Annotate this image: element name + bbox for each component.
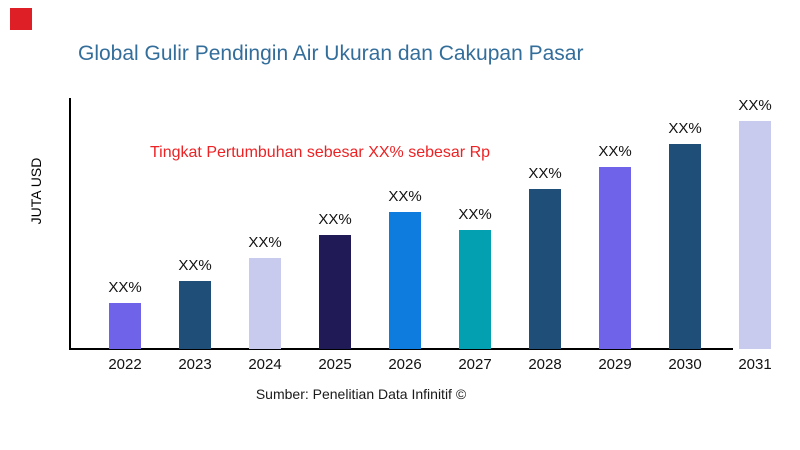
bar-value-label-2028: XX% (528, 165, 562, 182)
bar-2024 (249, 258, 281, 349)
x-tick-2024: 2024 (248, 356, 282, 373)
bar-value-label-2031: XX% (738, 97, 772, 114)
x-tick-2022: 2022 (108, 356, 142, 373)
bar-value-label-2026: XX% (388, 188, 422, 205)
bar-value-label-2022: XX% (108, 279, 142, 296)
bar-value-label-2024: XX% (248, 234, 282, 251)
bar-2026 (389, 212, 421, 349)
y-axis-line (69, 98, 71, 350)
bar-2027 (459, 230, 491, 349)
brand-logo-square (10, 8, 32, 30)
bar-value-label-2023: XX% (178, 257, 212, 274)
bar-2030 (669, 144, 701, 349)
x-tick-2030: 2030 (668, 356, 702, 373)
x-tick-2023: 2023 (178, 356, 212, 373)
x-axis-line (69, 348, 733, 350)
source-attribution: Sumber: Penelitian Data Infinitif © (255, 386, 467, 402)
bar-value-label-2025: XX% (318, 211, 352, 228)
bar-value-label-2027: XX% (458, 206, 492, 223)
growth-rate-annotation: Tingkat Pertumbuhan sebesar XX% sebesar … (150, 144, 491, 161)
x-tick-2027: 2027 (458, 356, 492, 373)
x-tick-2028: 2028 (528, 356, 562, 373)
bar-2025 (319, 235, 351, 349)
x-tick-2025: 2025 (318, 356, 352, 373)
bar-2028 (529, 189, 561, 349)
x-tick-2026: 2026 (388, 356, 422, 373)
x-tick-2031: 2031 (738, 356, 772, 373)
bar-2022 (109, 303, 141, 349)
bar-2023 (179, 281, 211, 349)
y-axis-title: JUTA USD (28, 157, 44, 225)
bar-2029 (599, 167, 631, 349)
bar-2031 (739, 121, 771, 349)
x-tick-2029: 2029 (598, 356, 632, 373)
bar-value-label-2030: XX% (668, 120, 702, 137)
chart-title: Global Gulir Pendingin Air Ukuran dan Ca… (78, 42, 584, 65)
bar-value-label-2029: XX% (598, 143, 632, 160)
